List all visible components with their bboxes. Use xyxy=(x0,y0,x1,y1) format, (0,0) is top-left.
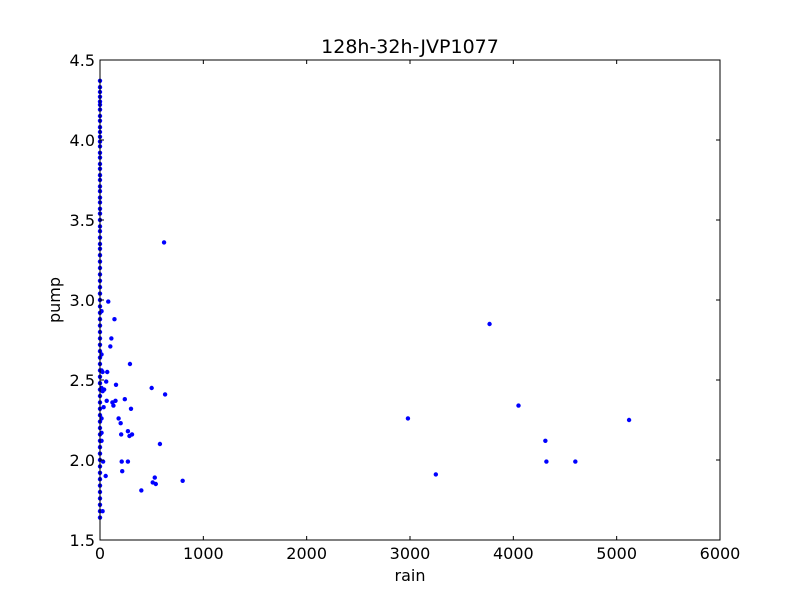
data-point xyxy=(118,421,123,426)
ticks-layer: 0 1000 2000 3000 4000 5000 6000 1.5 2.0 2.5 3.0 3.5… xyxy=(70,51,741,563)
data-point xyxy=(105,369,110,375)
data-point xyxy=(119,459,124,464)
data-point xyxy=(543,438,548,443)
data-point xyxy=(109,336,114,341)
data-point xyxy=(153,481,158,487)
y-tick-label: 2.0 xyxy=(70,451,95,470)
y-tick-label: 4.5 xyxy=(70,51,95,70)
y-tick-label: 3.5 xyxy=(70,211,95,230)
data-point xyxy=(104,379,109,384)
data-point xyxy=(544,459,549,464)
data-point xyxy=(104,398,109,403)
y-tick-label: 2.5 xyxy=(70,371,95,390)
data-point xyxy=(113,398,118,403)
data-point xyxy=(103,473,108,479)
chart-title: 128h-32h-JVP1077 xyxy=(321,36,499,58)
data-point xyxy=(100,509,105,514)
data-point xyxy=(157,441,163,447)
data-point xyxy=(118,432,124,437)
data-point xyxy=(122,397,128,402)
data-point xyxy=(433,472,439,477)
data-point xyxy=(149,385,154,391)
data-point xyxy=(152,475,157,480)
data-point xyxy=(116,416,121,421)
x-tick-label: 4000 xyxy=(493,544,534,563)
data-point xyxy=(111,403,116,408)
x-tick-label: 1000 xyxy=(183,544,224,563)
data-point xyxy=(626,417,632,423)
x-tick-label: 6000 xyxy=(700,544,741,563)
data-point xyxy=(487,321,492,327)
data-point xyxy=(162,392,168,397)
data-point xyxy=(108,344,113,349)
y-axis-label: pump xyxy=(45,277,64,323)
data-point xyxy=(120,469,125,474)
points-layer xyxy=(97,78,632,520)
x-tick-label: 3000 xyxy=(390,544,431,563)
data-point xyxy=(101,405,106,410)
x-tick-label: 5000 xyxy=(596,544,637,563)
data-point xyxy=(139,488,144,493)
data-point xyxy=(516,403,521,408)
data-point xyxy=(129,432,135,437)
y-tick-label: 4.0 xyxy=(70,131,95,150)
x-tick-label: 2000 xyxy=(286,544,327,563)
data-point xyxy=(180,478,185,483)
data-point xyxy=(100,369,105,375)
data-point xyxy=(113,382,119,387)
data-point xyxy=(573,459,578,464)
x-tick-label: 0 xyxy=(95,544,105,563)
data-point xyxy=(405,416,411,421)
data-point xyxy=(127,361,133,367)
data-point xyxy=(125,429,131,434)
x-axis-label: rain xyxy=(395,566,426,585)
data-point xyxy=(128,406,134,411)
data-point xyxy=(101,387,107,392)
y-tick-label: 1.5 xyxy=(70,531,95,550)
data-point xyxy=(161,240,167,245)
data-point xyxy=(125,459,131,464)
data-point xyxy=(106,299,111,304)
y-tick-label: 3.0 xyxy=(70,291,95,310)
data-point xyxy=(112,317,117,322)
